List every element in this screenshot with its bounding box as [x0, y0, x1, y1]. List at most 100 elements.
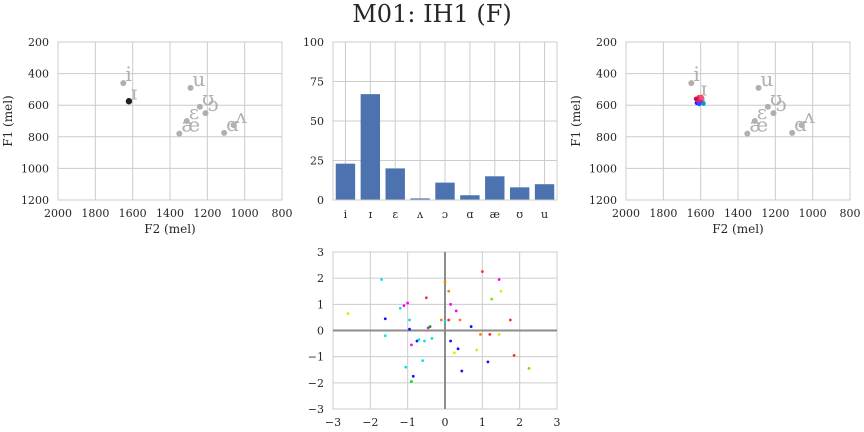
y-tick-label: −3 [308, 403, 324, 416]
latent-point [452, 351, 456, 355]
reference-vowel-point [120, 80, 127, 87]
latent-point [402, 304, 406, 308]
x-tick-label: −2 [362, 416, 378, 429]
latent-space-plot: −3 −2 −1 0 1 2 3 −3 −2 −1 0 1 2 3 [308, 246, 561, 429]
target-vowel-label: ɪ [131, 80, 137, 104]
y-tick-label: 200 [28, 36, 49, 49]
latent-point [408, 327, 411, 331]
latent-point [469, 325, 473, 328]
production-point [693, 96, 699, 102]
latent-point [447, 318, 451, 322]
x-tick-label: 3 [554, 416, 561, 429]
x-tick-label: ɑ [466, 208, 473, 221]
y-axis-label: F1 (mel) [569, 95, 583, 146]
reference-vowel-point [202, 110, 209, 117]
x-tick-label: 800 [840, 207, 861, 220]
reference-vowel-label: ɔ [207, 92, 218, 116]
latent-point [480, 270, 484, 274]
reference-vowel-label: æ [181, 113, 200, 137]
reference-vowel-label: ɛ [189, 100, 199, 124]
latent-point [486, 360, 490, 364]
x-tick-label: 2000 [612, 207, 640, 220]
latent-point [447, 289, 451, 293]
reference-vowel-label: ʊ [770, 86, 782, 110]
latent-point [449, 302, 452, 306]
latent-point [439, 318, 443, 322]
histogram-bar [385, 168, 405, 200]
reference-vowel-point [751, 118, 758, 124]
histogram-bar [485, 176, 505, 200]
production-point [698, 94, 704, 100]
reference-vowel-label: ʌ [802, 104, 815, 128]
x-tick-label: 1600 [119, 207, 147, 220]
y-tick-label: 400 [596, 68, 617, 81]
figure-title: M01: IH1 (F) [352, 0, 512, 28]
latent-point [497, 333, 501, 336]
latent-point [383, 334, 387, 338]
latent-point [346, 312, 350, 315]
y-tick-label: 75 [310, 76, 324, 89]
latent-point [488, 333, 492, 336]
reference-vowel-point [196, 103, 203, 110]
y-tick-label: 200 [596, 36, 617, 49]
y-tick-label: 1200 [589, 194, 617, 207]
reference-vowel-label: i [693, 62, 699, 86]
x-tick-label: u [541, 208, 548, 221]
latent-point [512, 353, 516, 357]
latent-point [527, 367, 531, 370]
latent-point [456, 347, 460, 351]
reference-vowel-label: i [125, 62, 131, 86]
reference-vowel-point [187, 84, 194, 91]
x-tick-label: 2 [516, 416, 523, 429]
histogram-bar [335, 163, 356, 200]
x-tick-label: 1400 [156, 207, 184, 220]
x-tick-label: −3 [325, 416, 341, 429]
histogram-bar [534, 184, 555, 200]
histogram-bar [360, 94, 381, 200]
production-point [696, 101, 702, 107]
latent-point [458, 318, 462, 322]
latent-point [449, 339, 452, 343]
plot-border [57, 41, 283, 201]
x-tick-label: ʊ [516, 208, 523, 221]
latent-point [408, 318, 411, 322]
y-tick-label: 800 [28, 131, 49, 144]
latent-point [383, 317, 387, 321]
latent-point [380, 278, 383, 281]
reference-vowel-point [770, 110, 777, 117]
latent-point [398, 306, 402, 310]
x-tick-label: 1800 [649, 207, 677, 220]
latent-point [421, 359, 424, 362]
latent-point [417, 338, 421, 342]
x-tick-label: 800 [272, 207, 293, 220]
y-tick-label: −2 [308, 377, 324, 390]
x-tick-label: ɪ [369, 208, 373, 221]
reference-vowel-point [755, 84, 762, 91]
reference-vowel-label: ʊ [202, 86, 214, 110]
y-tick-label: 1000 [589, 162, 617, 175]
x-tick-label: æ [490, 208, 500, 221]
y-tick-label: 25 [310, 155, 324, 168]
x-tick-label: 1200 [761, 207, 789, 220]
vowel-histogram-plot: 0 25 50 75 100 i ɪ ɛ ʌ ɔ ɑ æ ʊ u [303, 36, 558, 221]
latent-point [430, 336, 434, 340]
reference-vowel-point [183, 118, 190, 124]
latent-point [454, 309, 458, 313]
plot-border [625, 41, 851, 201]
latent-point [423, 339, 426, 343]
x-axis-label: F2 (mel) [712, 222, 763, 236]
latent-point [497, 278, 501, 281]
y-tick-label: 50 [310, 115, 324, 128]
latent-point [508, 318, 512, 322]
latent-point [424, 296, 428, 300]
x-tick-label: 1000 [799, 207, 827, 220]
y-tick-label: 0 [317, 325, 324, 338]
latent-point [475, 348, 479, 352]
latent-point [406, 301, 410, 305]
latent-point [443, 280, 447, 284]
reference-vowel-point [764, 103, 771, 110]
y-tick-label: 400 [28, 68, 49, 81]
x-tick-label: 0 [442, 416, 449, 429]
x-tick-label: ɔ [442, 208, 448, 221]
